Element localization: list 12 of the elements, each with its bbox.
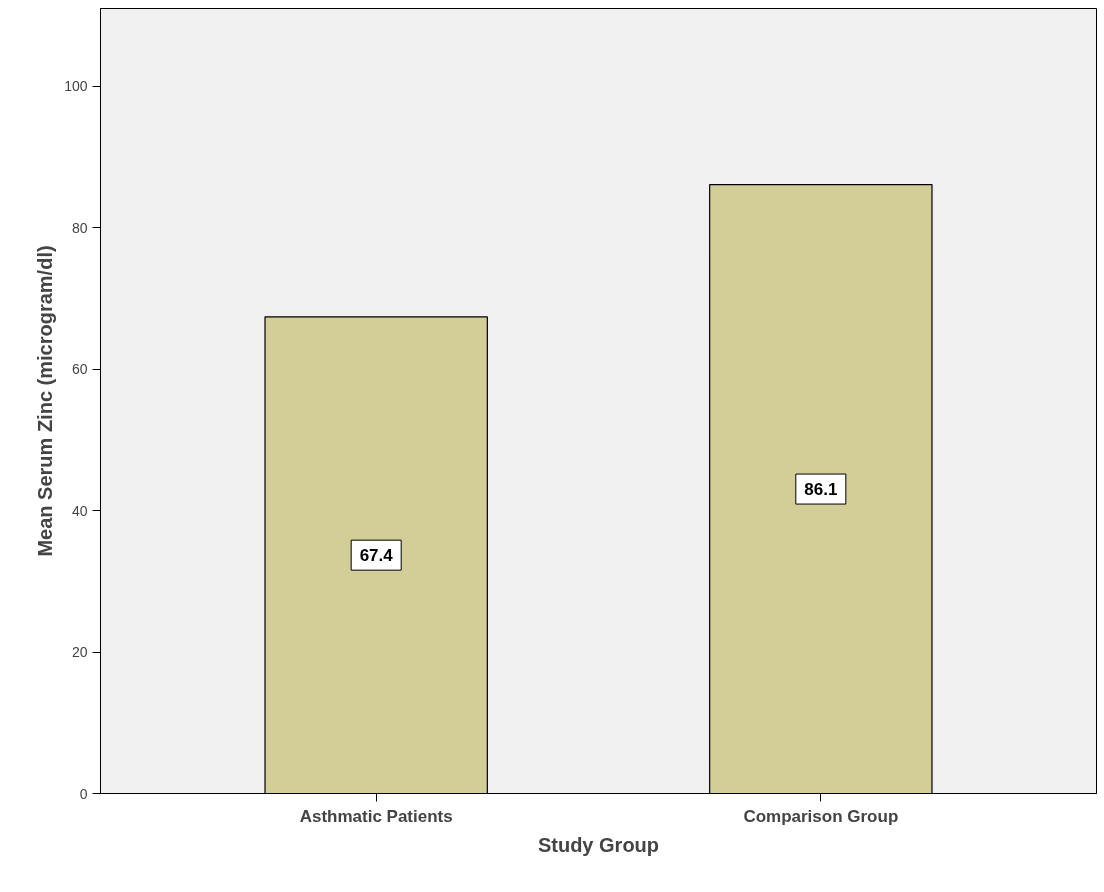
y-tick-label: 20 xyxy=(71,644,88,661)
x-axis-title: Study Group xyxy=(537,833,660,856)
y-axis-title: Mean Serum Zinc (microgram/dl) xyxy=(34,245,57,557)
data-label: 86.1 xyxy=(804,480,838,500)
y-tick-label: 80 xyxy=(71,219,88,236)
y-tick-label: 60 xyxy=(71,361,88,378)
x-tick-label: Asthmatic Patients xyxy=(299,806,453,826)
y-tick-label: 40 xyxy=(71,502,88,519)
y-tick-label: 0 xyxy=(79,785,88,802)
data-label: 67.4 xyxy=(359,546,394,566)
y-tick-label: 100 xyxy=(64,78,88,95)
x-tick-label: Comparison Group xyxy=(743,806,899,826)
